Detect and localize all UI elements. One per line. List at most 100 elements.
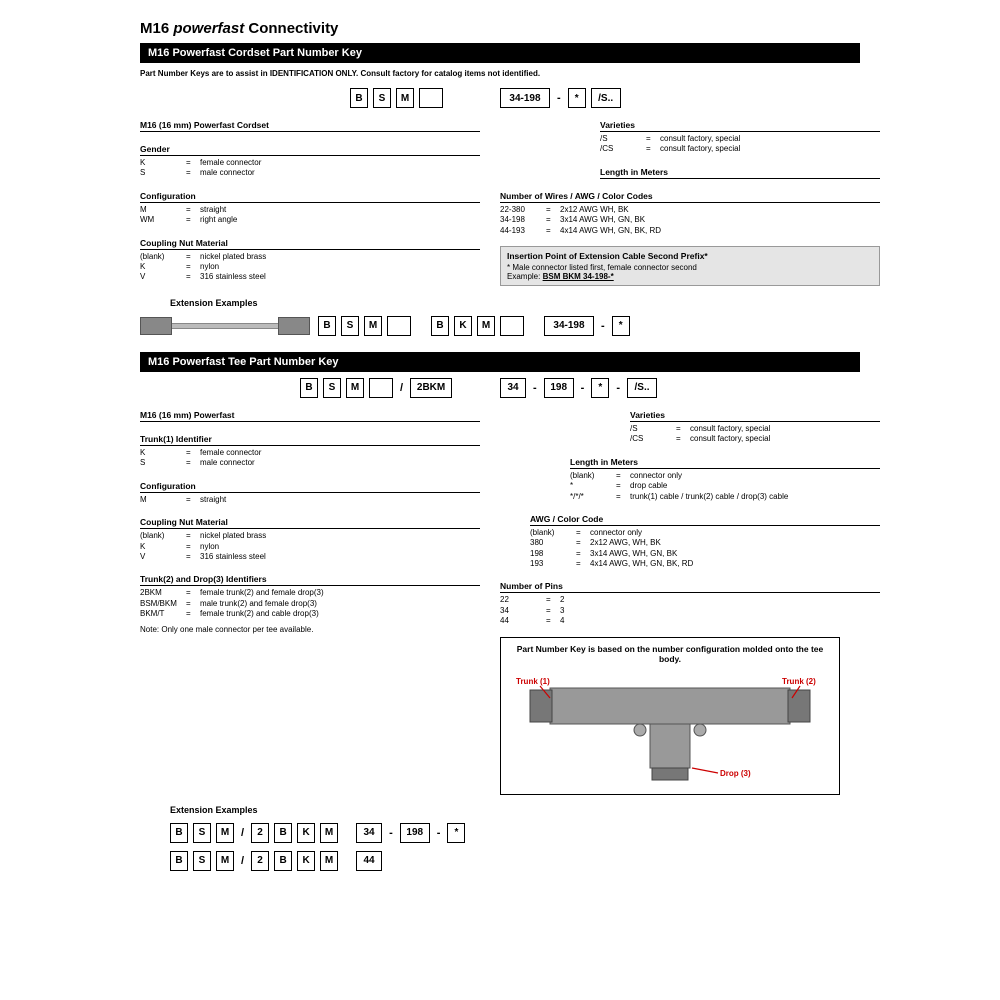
field-row: BSM/BKM=male trunk(2) and female drop(3): [140, 599, 480, 609]
eq: =: [546, 215, 560, 225]
field-key: (blank): [530, 528, 576, 538]
eq: =: [576, 528, 590, 538]
box-star: *: [591, 378, 609, 398]
field-row: K=female connector: [140, 158, 480, 168]
field-group: ConfigurationM=straightWM=right angle: [140, 191, 480, 226]
section2-boxes-right: 34 - 198 - * - /S..: [500, 378, 880, 398]
insertion-line1: * Male connector listed first, female co…: [507, 263, 873, 272]
box-198: 198: [544, 378, 574, 398]
title-suffix: Connectivity: [244, 20, 338, 37]
trunk1-label: Trunk (1): [516, 677, 550, 686]
field-row: S=male connector: [140, 458, 480, 468]
field-title: Gender: [140, 144, 480, 156]
drop-label: Drop (3): [720, 769, 751, 778]
field-key: S: [140, 168, 186, 178]
ext2-row2: B S M / 2 B K M 44: [170, 851, 960, 871]
insertion-title: Insertion Point of Extension Cable Secon…: [507, 251, 873, 261]
field-value: female connector: [200, 448, 480, 458]
eq: =: [186, 609, 200, 619]
box-mid: 34-198: [544, 316, 594, 336]
field-key: 22-380: [500, 205, 546, 215]
eq: =: [676, 424, 690, 434]
dash: -: [555, 92, 563, 104]
eq: =: [186, 168, 200, 178]
field-group: Length in Meters: [600, 167, 880, 179]
dash: -: [614, 382, 622, 394]
eq: =: [186, 252, 200, 262]
eq: =: [676, 434, 690, 444]
eq: =: [186, 531, 200, 541]
field-key: M: [140, 495, 186, 505]
field-row: S=male connector: [140, 168, 480, 178]
dash: -: [599, 320, 607, 332]
section1-body: B S M M16 (16 mm) Powerfast CordsetGende…: [140, 88, 960, 286]
field-value: nickel plated brass: [200, 531, 480, 541]
field-group: M16 (16 mm) Powerfast: [140, 410, 480, 422]
box: S: [323, 378, 341, 398]
insertion-line2: Example: BSM BKM 34-198-*: [507, 272, 873, 281]
field-row: BKM/T=female trunk(2) and cable drop(3): [140, 609, 480, 619]
field-key: 34: [500, 606, 546, 616]
field-value: 2x12 AWG WH, BK: [560, 205, 880, 215]
box: B: [274, 823, 292, 843]
field-row: V=316 stainless steel: [140, 272, 480, 282]
box: K: [454, 316, 472, 336]
box: 2: [251, 823, 269, 843]
field-row: /CS=consult factory, special: [600, 144, 880, 154]
field-row: 34=3: [500, 606, 880, 616]
field-value: consult factory, special: [660, 134, 880, 144]
field-value: 3x14 AWG WH, GN, BK: [560, 215, 880, 225]
dash: -: [387, 827, 395, 839]
field-row: WM=right angle: [140, 215, 480, 225]
box-mid: 34-198: [500, 88, 550, 108]
field-group: Number of Wires / AWG / Color Codes 22-38…: [500, 191, 880, 236]
field-key: 44: [500, 616, 546, 626]
eq: =: [546, 616, 560, 626]
field-title: Varieties: [600, 120, 880, 132]
field-title: Number of Wires / AWG / Color Codes: [500, 191, 880, 203]
field-row: /S=consult factory, special: [630, 424, 880, 434]
box-star: *: [612, 316, 630, 336]
section2-left: B S M / 2BKM M16 (16 mm) PowerfastTrunk(…: [140, 378, 480, 795]
field-title: Varieties: [630, 410, 880, 422]
box: M: [320, 851, 338, 871]
box: S: [341, 316, 359, 336]
field-value: male connector: [200, 168, 480, 178]
eq: =: [186, 495, 200, 505]
field-row: V=316 stainless steel: [140, 552, 480, 562]
field-key: (blank): [140, 252, 186, 262]
field-key: 2BKM: [140, 588, 186, 598]
box: B: [431, 316, 449, 336]
section2-body: B S M / 2BKM M16 (16 mm) PowerfastTrunk(…: [140, 378, 960, 795]
eq: =: [546, 595, 560, 605]
field-group: M16 (16 mm) Powerfast Cordset: [140, 120, 480, 132]
field-value: male trunk(2) and female drop(3): [200, 599, 480, 609]
field-row: 380=2x12 AWG, WH, BK: [530, 538, 880, 548]
field-value: nylon: [200, 262, 480, 272]
field-group: AWG / Color Code(blank)=connector only38…: [530, 514, 880, 570]
dash: -: [435, 827, 443, 839]
field-group: Number of Pins22=234=344=4: [500, 581, 880, 626]
eq: =: [186, 552, 200, 562]
field-title: Length in Meters: [570, 457, 880, 469]
ext2-row1: B S M / 2 B K M 34 - 198 - *: [170, 823, 960, 843]
box: K: [297, 851, 315, 871]
box: S: [193, 851, 211, 871]
field-row: M=straight: [140, 205, 480, 215]
field-value: 2x12 AWG, WH, BK: [590, 538, 880, 548]
field-value: connector only: [630, 471, 880, 481]
box: B: [318, 316, 336, 336]
dash: -: [531, 382, 539, 394]
field-value: right angle: [200, 215, 480, 225]
field-row: *=drop cable: [570, 481, 880, 491]
field-group: Varieties/S=consult factory, special/CS=…: [630, 410, 880, 445]
connector-end-left: [140, 317, 172, 335]
box: M: [346, 378, 364, 398]
insertion-box: Insertion Point of Extension Cable Secon…: [500, 246, 880, 286]
box-blank: [500, 316, 524, 336]
section2-right: 34 - 198 - * - /S.. Varieties/S=consult …: [500, 378, 880, 795]
field-key: 198: [530, 549, 576, 559]
box: S: [193, 823, 211, 843]
eq: =: [186, 458, 200, 468]
section2-header: M16 Powerfast Tee Part Number Key: [140, 352, 860, 372]
